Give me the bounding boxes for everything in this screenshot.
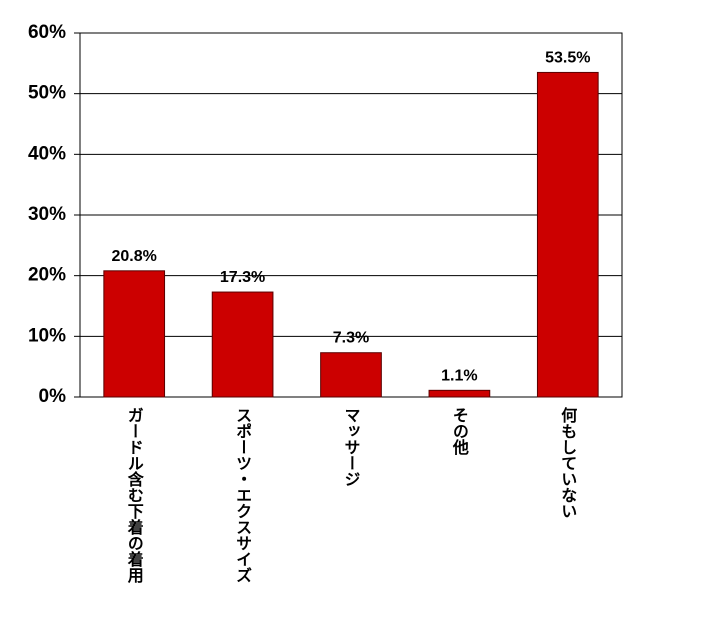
x-tick-label: スポーツ・エクスサイズ — [233, 407, 252, 583]
y-tick-label: 20% — [28, 265, 66, 286]
x-tick-label: 何もしていない — [558, 406, 577, 519]
y-tick-label: 50% — [28, 83, 66, 104]
value-label: 7.3% — [333, 330, 369, 347]
value-label: 53.5% — [545, 49, 590, 66]
bar — [211, 291, 274, 398]
bar — [320, 352, 382, 398]
y-tick-label: 40% — [28, 143, 66, 164]
bar — [428, 389, 491, 398]
bar — [536, 71, 599, 398]
y-tick-label: 10% — [28, 325, 66, 346]
y-tick-label: 30% — [28, 204, 66, 225]
y-tick-label: 60% — [28, 22, 66, 43]
x-tick-label: マッサージ — [342, 407, 361, 487]
value-label: 17.3% — [220, 269, 265, 286]
bar — [103, 270, 166, 398]
y-tick-label: 0% — [39, 386, 67, 407]
x-tick-label: ガードル含む下着の着用 — [125, 407, 145, 584]
value-label: 20.8% — [112, 248, 157, 265]
x-tick-label: その他 — [450, 407, 470, 456]
value-label: 1.1% — [441, 367, 477, 384]
